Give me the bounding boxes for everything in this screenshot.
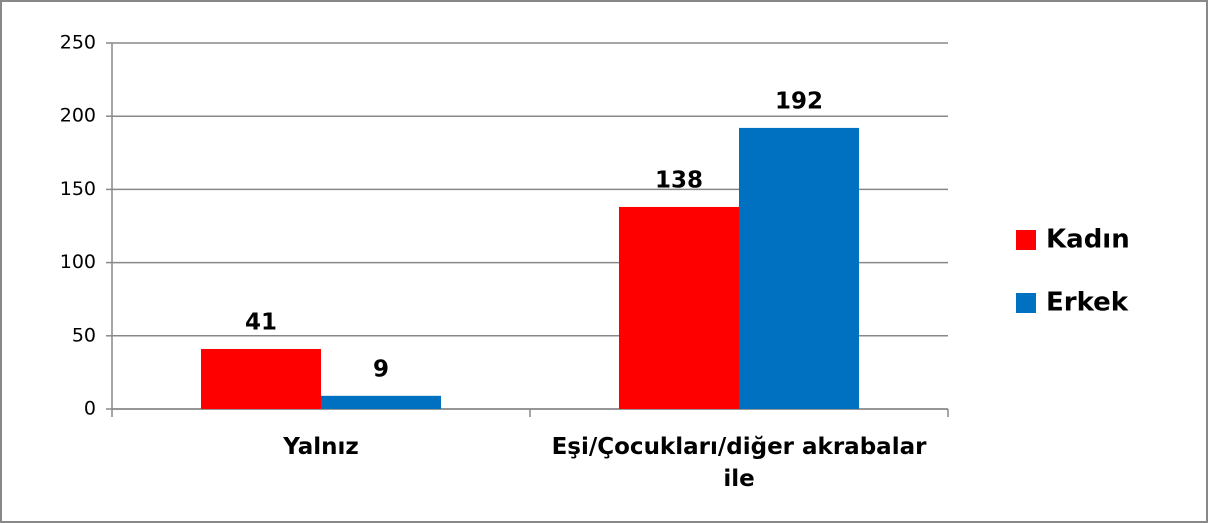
- x-tick-label-box: Yalnız: [283, 434, 359, 460]
- legend-label: Erkek: [1046, 288, 1129, 318]
- y-tick-label: 250: [60, 32, 96, 54]
- bar: [201, 348, 321, 409]
- bar: [619, 206, 739, 409]
- x-tick-label: Yalnız: [283, 434, 359, 460]
- bar: [321, 395, 441, 409]
- y-tick-label: 50: [72, 324, 96, 346]
- data-label: 138: [655, 167, 703, 193]
- x-tick-label: Eşi/Çocukları/diğer akrabalar ile: [551, 434, 927, 492]
- y-tick-label: 200: [60, 105, 96, 127]
- data-label: 9: [373, 356, 389, 382]
- bar: [739, 127, 859, 410]
- legend-swatch: [1016, 230, 1036, 250]
- data-label: 41: [245, 309, 277, 335]
- legend-label: Kadın: [1046, 225, 1130, 255]
- y-tick-label: 150: [60, 178, 96, 200]
- legend-swatch: [1016, 293, 1036, 313]
- y-tick-label: 0: [84, 398, 96, 420]
- data-label: 192: [775, 88, 823, 114]
- y-tick-label: 100: [60, 251, 96, 273]
- x-tick-label-box: Eşi/Çocukları/diğer akrabalar ile: [551, 434, 927, 492]
